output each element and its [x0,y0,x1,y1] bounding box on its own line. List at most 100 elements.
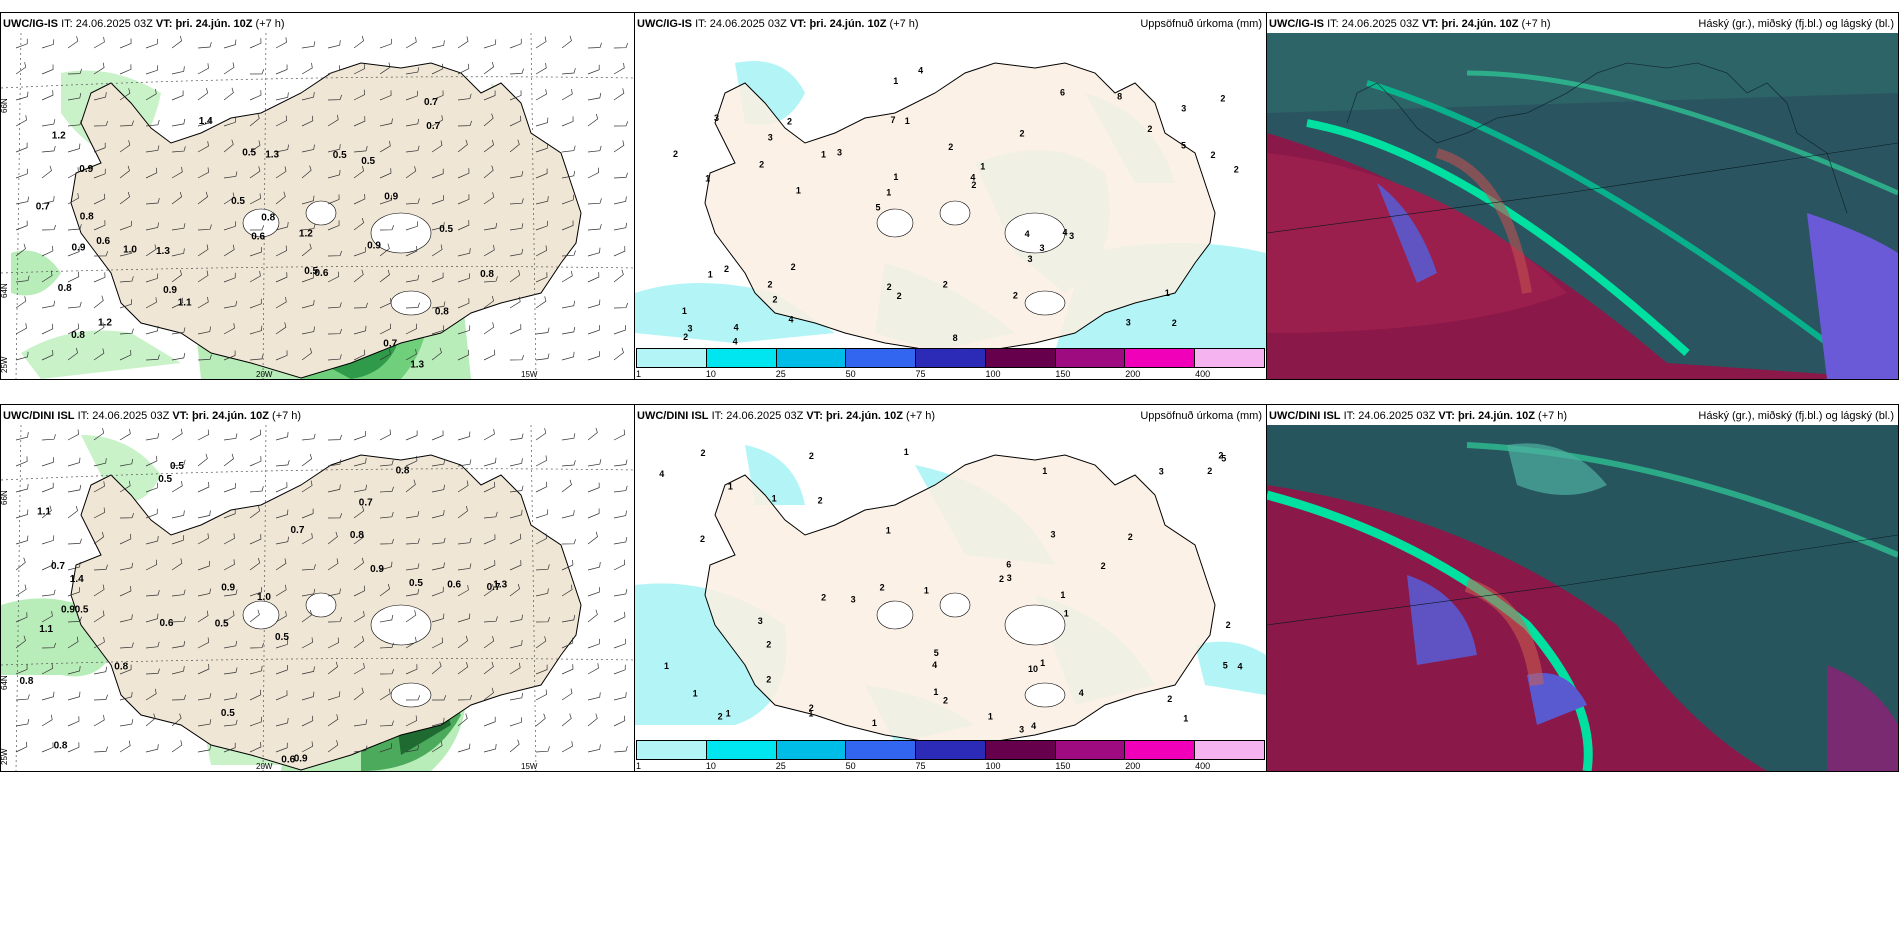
value-label: 4 [918,66,923,76]
value-label: 0.9 [61,605,75,616]
wind-barb [249,38,262,49]
wind-barb [431,325,445,335]
wind-map: 1.30.60.51.20.80.91.21.30.50.5 0.50.71.11… [1,33,634,379]
value-label: 2 [1207,466,1212,476]
wind-barb [509,248,524,257]
wind-barb [67,143,81,153]
wind-barb [93,610,105,623]
wind-barb [561,559,574,571]
wind-barb [405,430,418,441]
wind-barb [379,538,395,545]
wind-barb [93,251,109,257]
wind-barb [509,717,523,727]
wind-barb [275,664,288,675]
wind-barb [483,222,498,231]
wind-barb [327,661,339,675]
wind-barb [405,198,420,205]
value-label: 2 [766,639,771,649]
value-label: 2 [718,711,723,721]
wind-barb [145,38,158,49]
wind-barb [145,273,159,283]
wind-barb [223,244,235,257]
wind-barb [197,610,209,623]
wind-barb [301,433,316,441]
wind-barb [145,559,158,571]
wind-barb [405,118,420,127]
wind-barb [379,243,390,257]
wind-barb [327,531,338,545]
wind-barb [327,220,340,231]
wind-barb [509,662,521,675]
wind-barb [67,224,82,231]
wind-barb [67,742,80,753]
wind-barb [93,322,105,335]
wind-barb [249,506,261,519]
wind-barb [587,145,602,153]
wind-barb [301,508,314,519]
value-label: 3 [1028,254,1033,264]
value-label: 0.5 [439,224,453,235]
wind-barb [15,243,26,257]
value-label: 0.9 [221,583,235,594]
wind-barb [457,713,468,727]
wind-barb [145,613,159,623]
value-label: 3 [714,113,719,123]
wind-barb [587,272,600,283]
wind-barb [15,741,28,753]
value-label: 0.8 [396,466,410,477]
value-label: 4 [733,337,738,347]
value-label: 8 [953,333,958,343]
wind-barb [119,428,131,441]
wind-barb [483,457,497,467]
wind-barb [301,41,316,49]
wind-barb [535,143,548,153]
wind-barb [275,460,290,467]
wind-barb [41,589,56,597]
wind-barb [483,661,494,675]
wind-barb [15,351,29,361]
wind-barb [457,505,468,519]
wind-barb [405,538,420,545]
value-label: 0.7 [51,561,65,572]
wind-barb [145,590,160,597]
wind-barb [457,325,471,335]
wind-barb [93,507,105,519]
wind-barb [535,89,547,101]
wind-barb [431,63,444,75]
wind-barb [145,354,160,361]
cloud-panel-dini: UWC/DINI ISL IT: 24.06.2025 03Z VT: þri.… [1266,404,1899,772]
wind-barb [431,613,445,623]
wind-barb [457,273,471,283]
wind-barb [353,116,366,127]
wind-barb [353,217,365,231]
wind-barb [353,557,365,571]
value-label: 2 [787,116,792,126]
wind-barb [561,351,575,361]
value-label: 2 [1013,290,1018,300]
value-label: 0.8 [350,530,364,541]
wind-barb [171,740,183,753]
value-label: 0.5 [361,156,375,167]
wind-barb [145,65,159,75]
wind-barb [119,191,131,205]
wind-barb [431,90,444,101]
value-label: 2 [701,448,706,458]
wind-barb [483,481,496,493]
wind-barb [15,62,27,75]
wind-barb [275,245,288,257]
value-label: 1.4 [199,116,213,127]
wind-barb [431,740,443,753]
value-label: 1.1 [178,297,192,308]
wind-barb [327,740,339,753]
wind-barb [431,661,442,675]
legend-label: 400 [1195,761,1211,771]
wind-barb [535,664,548,675]
wind-barb [613,222,628,231]
cloud-panel-igis: UWC/IG-IS IT: 24.06.2025 03Z VT: þri. 24… [1266,12,1899,380]
wind-barb [223,39,237,49]
legend-swatch [985,741,1056,759]
legend-label: 150 [1055,761,1071,771]
value-label: 1.3 [265,150,279,161]
wind-barb [353,745,368,753]
wind-barb [171,248,185,257]
